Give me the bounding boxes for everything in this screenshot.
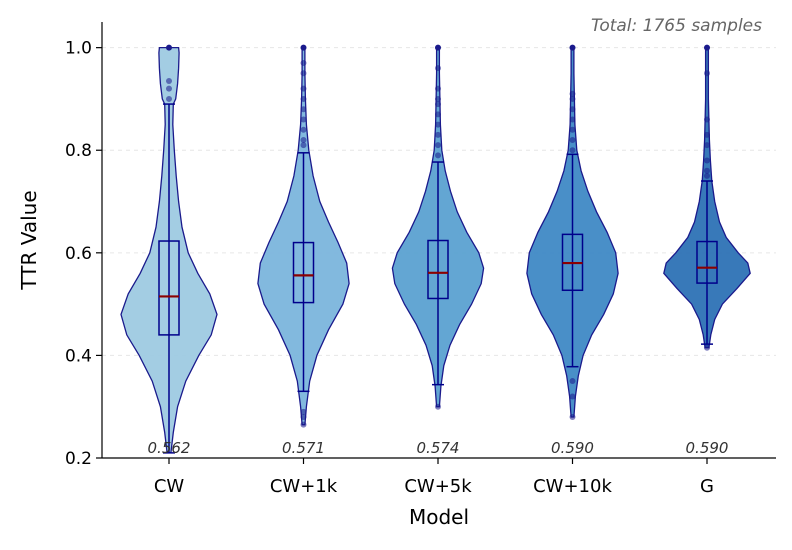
annotation-total: Total: 1765 samples (591, 16, 762, 36)
outlier-point (300, 95, 307, 102)
outlier-point (704, 142, 710, 149)
outlier-point (300, 70, 307, 77)
outlier-point (300, 136, 307, 143)
mean-label: 0.571 (282, 439, 325, 457)
outlier-point (300, 44, 307, 51)
iqr-box (158, 240, 180, 336)
outlier-point (704, 172, 710, 179)
mean-label: 0.574 (417, 439, 460, 457)
outlier-point (435, 101, 441, 108)
outlier-point (704, 344, 710, 351)
outlier-point (569, 413, 576, 420)
outlier-point (569, 147, 576, 154)
outlier-point (435, 142, 441, 149)
outlier-point (435, 95, 441, 102)
outlier-point (435, 121, 441, 128)
outlier-point (435, 111, 441, 118)
x-tick-label: CW+10k (533, 476, 612, 497)
labels: Total: 1765 samples Model TTR Value (17, 16, 762, 529)
mean-label: 0.562 (148, 439, 191, 457)
outlier-point (300, 408, 307, 415)
outlier-point (569, 136, 576, 143)
iqr-box (696, 240, 718, 284)
outlier-point (569, 116, 576, 123)
axes: 0.2 0.4 0.6 0.8 1.0 CW CW+1k CW+5k CW+10k G (65, 22, 776, 497)
outlier-point (569, 393, 576, 400)
outlier-point (300, 106, 307, 113)
outlier-point (166, 77, 172, 84)
x-axis-label: Model (409, 505, 469, 529)
outlier-point (435, 44, 441, 51)
y-tick-label: 0.4 (65, 346, 92, 366)
y-tick-label: 0.6 (65, 244, 92, 264)
x-tick-label: CW+1k (270, 476, 338, 497)
outlier-point (569, 106, 576, 113)
x-tick-label: G (700, 476, 714, 497)
outlier-point (300, 85, 307, 92)
violins: 0.562 0.571 0.574 0.590 0.590 (120, 44, 751, 457)
x-tick-label: CW+5k (404, 476, 472, 497)
outlier-point (435, 152, 441, 159)
iqr-box (427, 239, 449, 300)
x-tick-label: CW (154, 476, 185, 497)
outlier-point (704, 44, 710, 51)
outlier-point (300, 413, 307, 420)
outlier-point (166, 95, 172, 102)
outlier-point (166, 44, 172, 51)
outlier-point (704, 70, 710, 77)
y-tick-label: 0.2 (65, 449, 92, 469)
y-tick-label: 1.0 (65, 39, 92, 59)
mean-label: 0.590 (686, 439, 729, 457)
mean-label: 0.590 (551, 439, 594, 457)
outlier-point (704, 167, 710, 174)
y-axis-label: TTR Value (17, 190, 41, 290)
outlier-point (569, 90, 576, 97)
y-tick-label: 0.8 (65, 141, 92, 161)
outlier-point (435, 65, 441, 72)
outlier-point (300, 126, 307, 133)
outlier-point (300, 116, 307, 123)
outlier-point (569, 378, 576, 385)
outlier-point (435, 131, 441, 138)
outlier-point (569, 44, 576, 51)
outlier-point (166, 85, 172, 92)
outlier-point (704, 131, 710, 138)
outlier-point (704, 157, 710, 164)
outlier-point (300, 60, 307, 67)
outlier-point (300, 421, 307, 428)
outlier-point (569, 126, 576, 133)
outlier-point (300, 142, 307, 149)
iqr-box (292, 241, 315, 304)
outlier-point (704, 116, 710, 123)
outlier-point (435, 403, 441, 410)
outlier-point (435, 85, 441, 92)
outlier-point (569, 95, 576, 102)
